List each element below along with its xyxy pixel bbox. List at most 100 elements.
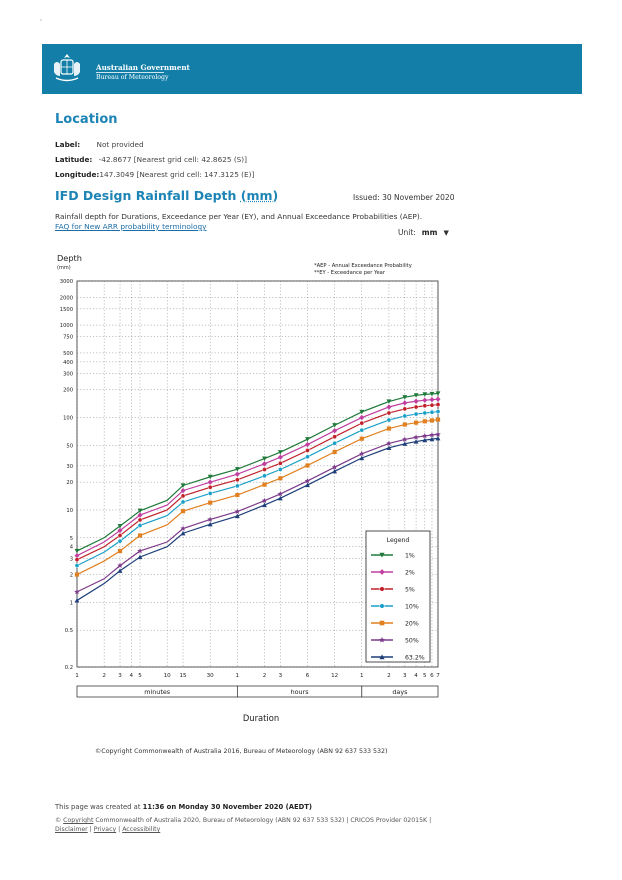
x-tick-label: 5 [423,673,427,679]
series-marker [386,404,392,410]
series-marker [332,440,338,446]
unit-select[interactable]: Unit: mm ▼ [398,228,449,237]
series-marker [235,492,240,498]
series-marker [261,461,267,467]
series-marker [435,409,441,414]
series-marker [402,413,408,419]
chevron-down-icon: ▼ [443,229,449,237]
legend-box [365,530,431,663]
series-marker [117,562,123,568]
privacy-link[interactable]: Privacy [93,826,117,833]
y-tick-label: 400 [63,360,73,366]
series-marker [386,399,392,404]
series-marker [180,483,186,488]
label-row: Label: Not provided [55,140,144,149]
y-tick-label: 4 [70,545,74,551]
series-marker [332,434,338,440]
x-tick-label: 1 [360,673,364,679]
created-time: 11:36 on Monday 30 November 2020 (AEDT) [142,803,313,811]
series-marker [386,417,392,423]
y-axis-label: Depth [57,253,82,263]
x-tick-label: 1 [236,673,240,679]
faq-link[interactable]: FAQ for New ARR probability terminology [55,222,207,231]
x-tick-label: 2 [387,673,391,679]
gov-name: Australian Government [96,63,190,72]
series-marker [435,391,441,396]
legend-label: 63.2% [405,655,425,662]
series-marker [180,525,186,531]
series-marker [180,487,186,494]
disclaimer-link[interactable]: Disclaimer [55,826,88,833]
header-banner: Australian Government Bureau of Meteorol… [42,44,582,94]
series-marker [207,479,213,485]
series-marker [261,497,268,504]
series-marker [435,396,441,402]
series-marker [429,391,435,397]
legend-marker [379,654,385,660]
series-marker [359,414,365,421]
annotation-line: **EY - Exceedance per Year [314,270,386,276]
series-marker [117,548,123,554]
series-marker [207,474,213,480]
series-marker [74,553,80,559]
series-marker [137,508,143,514]
y-tick-label: 3000 [60,279,73,285]
series-marker [117,568,123,573]
series-marker [332,449,337,454]
footer-copyright-text: Commonwealth of Australia 2020, Bureau o… [93,817,432,824]
y-tick-label: 2000 [60,295,73,301]
series-marker [262,482,267,487]
series-marker [422,392,428,397]
y-tick-label: 50 [66,443,73,449]
series-marker [137,523,143,528]
series-marker [331,464,338,470]
y-tick-label: 0.2 [65,665,73,671]
series-marker [180,530,186,536]
series-marker [332,428,338,434]
series-marker [277,491,284,497]
latitude-value: -42.8677 [Nearest grid cell: 42.8625 (S)… [98,155,247,164]
series-marker [305,482,310,488]
footer-sep-2: | [116,826,123,833]
series-marker [234,513,240,519]
series-marker [74,598,80,603]
series-marker [74,548,80,554]
series-marker [305,454,310,460]
longitude-row: Longitude:147.3049 [Nearest grid cell: 1… [55,170,254,179]
label-key: Label: [55,140,81,149]
series-marker [305,437,310,442]
x-tick-label: 4 [130,673,134,679]
series-marker [413,434,419,440]
series-marker [305,448,310,453]
legend-label: 2% [405,570,415,577]
unit-value: mm [421,228,438,237]
series-marker [413,398,419,404]
series-marker [304,478,311,484]
x-tick-label: 12 [331,673,338,679]
copyright-link[interactable]: Copyright [63,817,94,824]
series-marker [429,436,435,442]
series-marker [435,435,441,441]
accessibility-link[interactable]: Accessibility [122,826,161,833]
series-marker [207,516,213,522]
series-marker [234,471,240,477]
x-tick-label: 7 [436,673,440,679]
series-marker [117,538,123,544]
footer-sep-1: | [87,826,94,833]
series-marker [359,455,365,461]
series-marker [332,423,338,428]
ifd-title-unit: (mm) [240,188,279,203]
x-tick-label: 15 [179,673,187,679]
series-marker [277,454,283,460]
x-group-label: minutes [144,688,171,696]
ifd-heading: IFD Design Rainfall Depth (mm) [55,188,278,203]
series-marker [359,436,364,441]
series-marker [262,467,267,472]
series-marker [422,397,428,403]
unit-label: Unit: [398,228,416,237]
gov-rule [96,72,164,73]
y-tick-label: 30 [66,464,73,470]
x-group-label: days [392,688,408,696]
legend-marker [379,603,385,609]
x-tick-label: 6 [430,673,434,679]
